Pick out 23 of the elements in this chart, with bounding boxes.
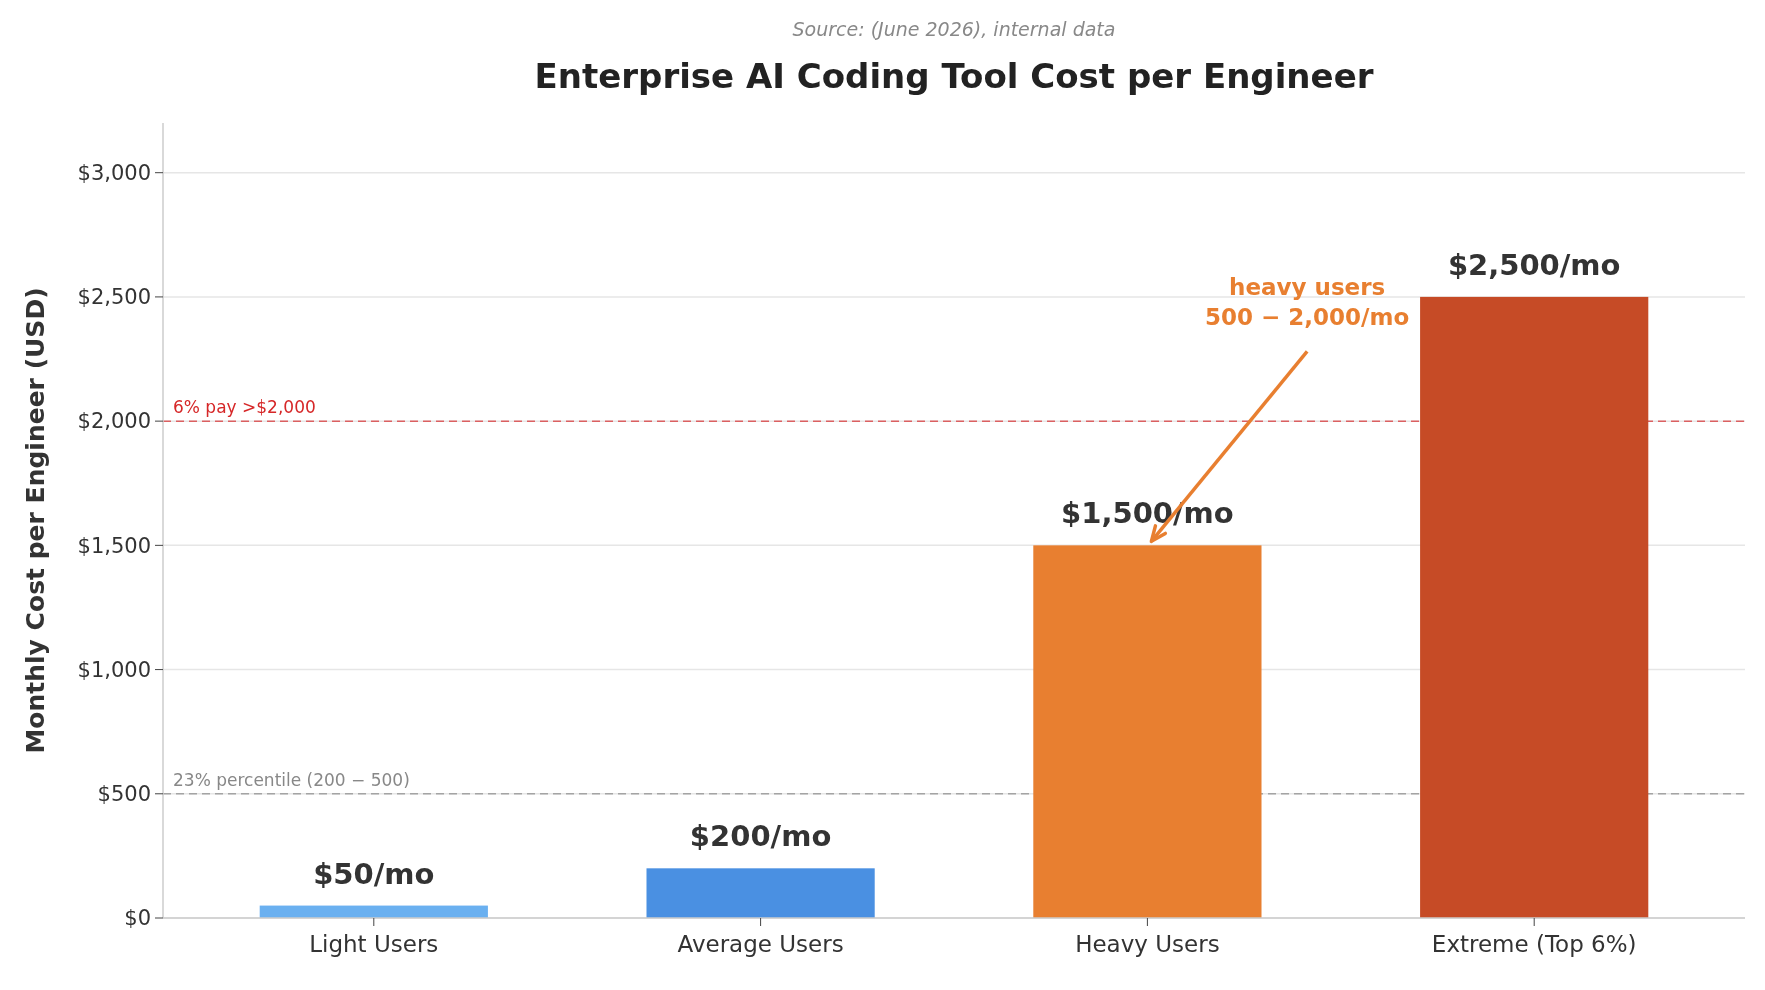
bar	[1420, 296, 1649, 918]
y-tick-label: $2,000	[77, 409, 151, 434]
bar	[646, 868, 875, 918]
x-tick-label: Average Users	[677, 931, 844, 957]
chart-title: Enterprise AI Coding Tool Cost per Engineer	[534, 56, 1374, 96]
ref-line-label: 6% pay >$2,000	[173, 397, 316, 418]
y-tick-label: $2,500	[77, 285, 151, 310]
data-label: $2,500/mo	[1447, 247, 1621, 282]
data-label: $50/mo	[313, 856, 435, 891]
ref-line-label: 23% percentile (200 − 500)	[173, 769, 410, 790]
x-tick-label: Extreme (Top 6%)	[1431, 931, 1637, 957]
y-tick-label: $1,500	[77, 533, 151, 558]
source-note: Source: (June 2026), internal data	[792, 18, 1116, 40]
annotation: heavy users 500 − 2,000/mo	[1205, 274, 1410, 331]
bar	[1033, 545, 1262, 918]
x-tick-label: Heavy Users	[1075, 931, 1220, 957]
x-tick-label: Light Users	[309, 931, 439, 957]
y-tick-label: $500	[97, 782, 151, 807]
y-tick-label: $1,000	[77, 657, 151, 682]
y-tick-label: $3,000	[77, 161, 151, 186]
y-axis-title: Monthly Cost per Engineer (USD)	[21, 287, 50, 754]
data-label: $200/mo	[689, 819, 832, 854]
y-tick-label: $0	[124, 906, 151, 931]
